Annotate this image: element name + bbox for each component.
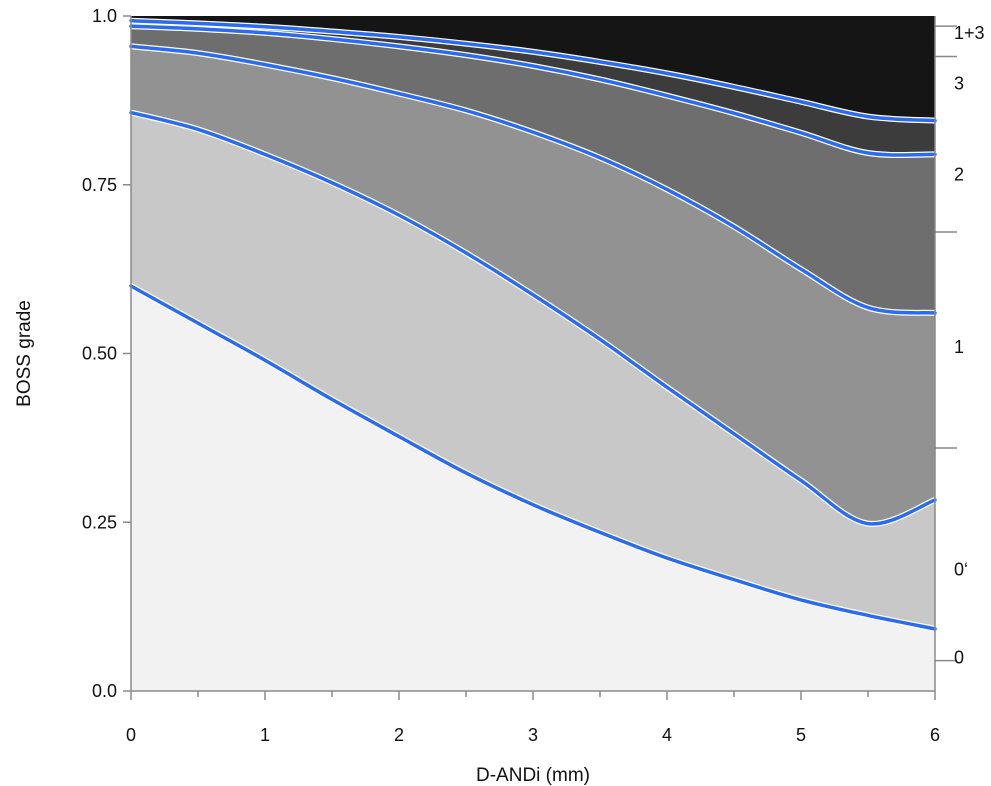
x-axis-title: D-ANDi (mm) [476, 765, 590, 786]
x-tick-label: 1 [260, 725, 270, 745]
band-label: 2 [954, 165, 964, 185]
y-tick-label: 0.75 [82, 175, 117, 195]
y-axis-title: BOSS grade [14, 300, 35, 407]
band-5 [131, 16, 935, 121]
y-tick-label: 1.0 [92, 6, 117, 26]
x-tick-label: 0 [126, 725, 136, 745]
band-2 [131, 46, 935, 524]
band-0 [131, 286, 935, 691]
x-tick-label: 2 [394, 725, 404, 745]
band-label: 0 [954, 647, 964, 667]
boundary-line-2 [129, 44, 937, 315]
x-tick-label: 5 [796, 725, 806, 745]
boundary-line-4 [129, 18, 937, 123]
band-1 [131, 112, 935, 629]
band-4 [131, 20, 935, 155]
y-tick-label: 0.0 [92, 681, 117, 701]
band-label: 1+3 [954, 23, 985, 43]
band-label: 0‘ [954, 560, 968, 580]
boundary-lines-layer [128, 17, 938, 632]
labels-layer: 0.0 0.25 0.50 0.75 1.0 0 1 2 3 4 5 6 0 0‘ 1 2 3 1+3 [82, 6, 985, 745]
axes-layer [123, 15, 957, 700]
band-label: 1 [954, 337, 964, 357]
x-tick-label: 6 [930, 725, 940, 745]
boundary-line-0 [129, 284, 937, 631]
x-tick-label: 4 [662, 725, 672, 745]
y-tick-label: 0.50 [82, 344, 117, 364]
boundary-line-3 [129, 24, 937, 157]
y-tick-label: 0.25 [82, 512, 117, 532]
boundary-line-1 [129, 110, 937, 526]
band-label: 3 [954, 74, 964, 94]
bands-layer [131, 16, 935, 691]
x-tick-label: 3 [528, 725, 538, 745]
